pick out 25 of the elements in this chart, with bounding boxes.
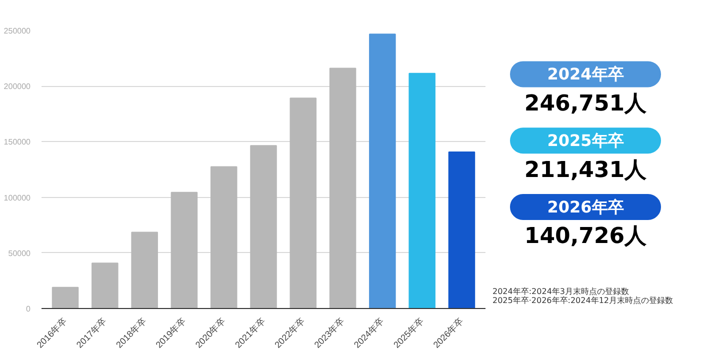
bar: [250, 145, 277, 308]
bar: [329, 68, 356, 308]
y-tick-label: 0: [26, 304, 32, 314]
bar: [210, 166, 238, 308]
text: 246,751人: [524, 91, 648, 116]
bar: [170, 192, 198, 308]
bar: [290, 98, 317, 308]
bar: [92, 262, 118, 308]
y-tick-label: 50000: [8, 248, 32, 258]
bar: [448, 152, 476, 308]
text: 2025年卒: [547, 131, 624, 150]
text: 140,726人: [524, 224, 648, 250]
bar: [408, 72, 436, 308]
text: 2026年卒: [547, 197, 624, 216]
bar: [369, 34, 396, 308]
y-tick-label: 200000: [4, 82, 32, 92]
text: 211,431人: [524, 158, 648, 183]
bar: [131, 232, 158, 308]
text: 2024年卒: [547, 64, 624, 84]
y-tick-label: 250000: [4, 26, 32, 36]
y-tick-label: 100000: [4, 193, 32, 202]
text: 2025年卒·2026年卒:2024年12月末時点の登録数: [492, 296, 673, 306]
text: 2024年卒:2024年3月末時点の登録数: [492, 286, 630, 296]
bar: [52, 286, 79, 308]
y-tick-label: 150000: [4, 138, 32, 147]
